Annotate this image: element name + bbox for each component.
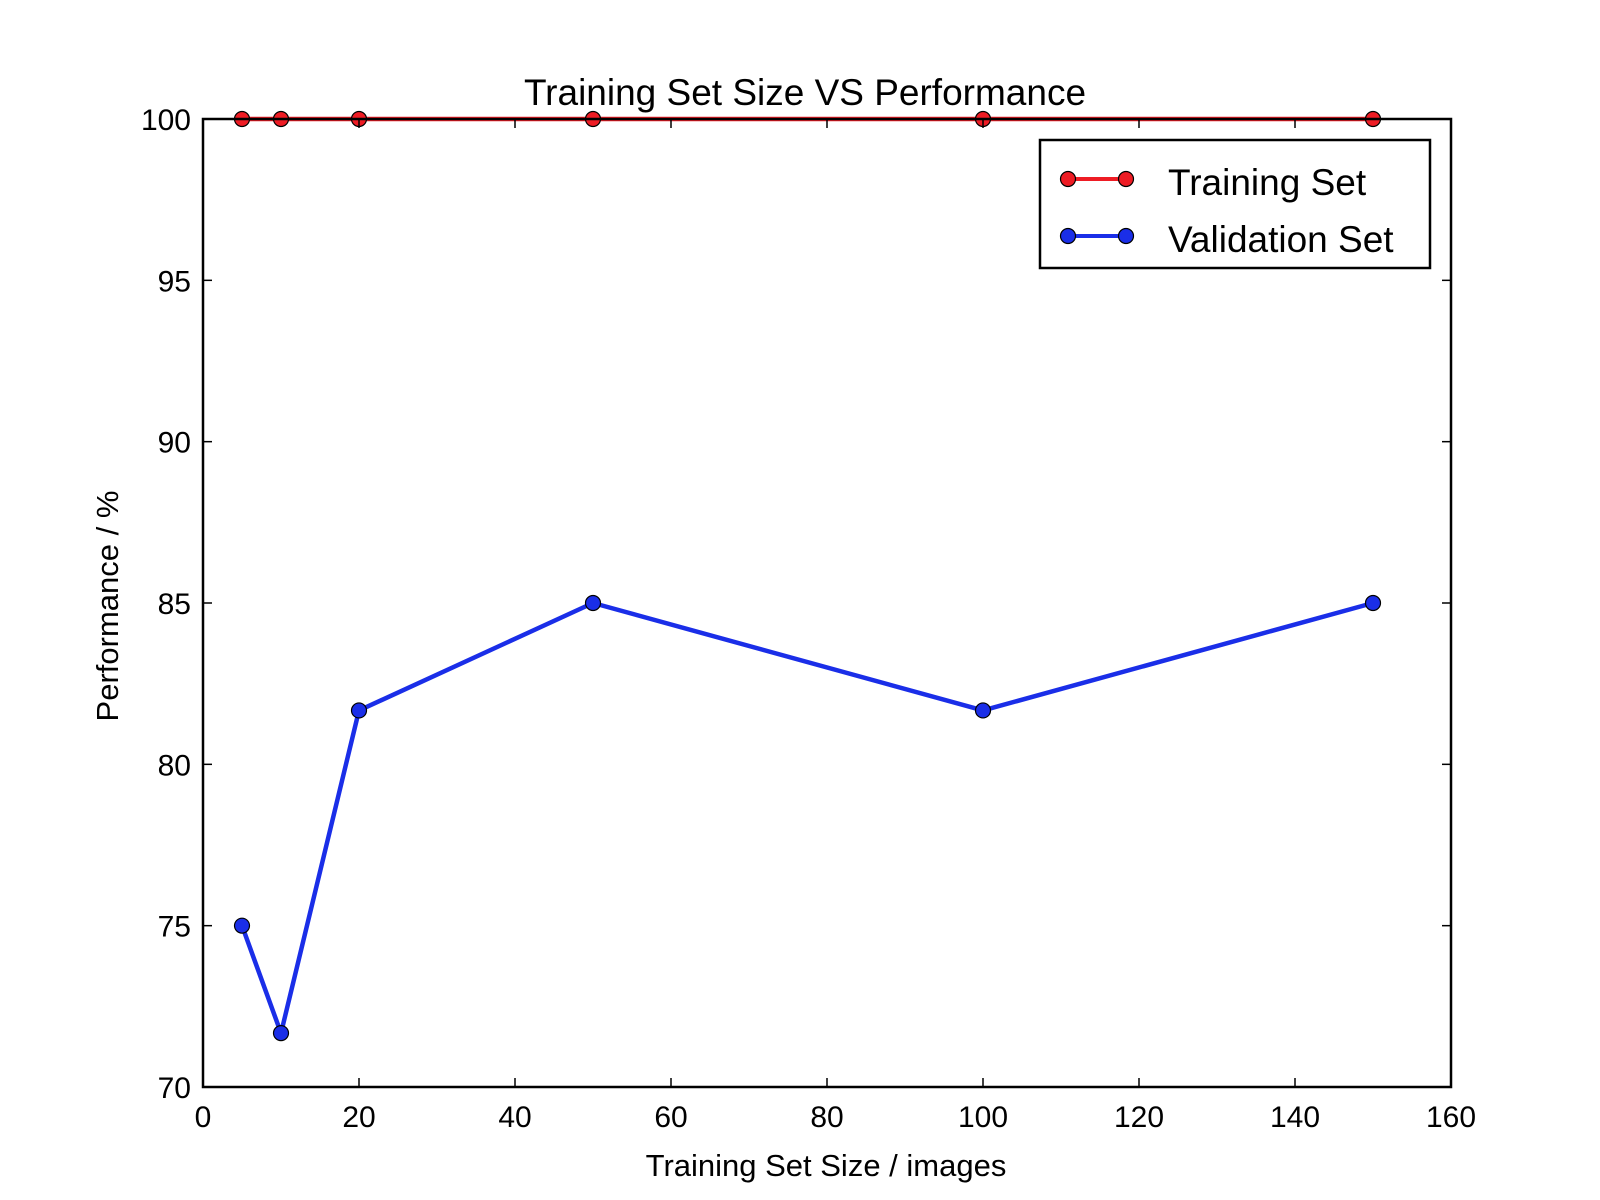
- x-tick-label: 0: [195, 1101, 212, 1134]
- x-tick-label: 100: [958, 1101, 1008, 1134]
- data-point-validation-set: [1366, 596, 1381, 611]
- x-tick-label: 40: [498, 1101, 531, 1134]
- legend: Training Set Validation Set: [1040, 140, 1430, 268]
- x-tick-label: 140: [1270, 1101, 1320, 1134]
- y-tick-label: 90: [158, 427, 191, 460]
- y-tick-label: 100: [141, 104, 191, 137]
- y-tick-label: 95: [158, 265, 191, 298]
- x-axis-label: Training Set Size / images: [646, 1148, 1007, 1183]
- y-tick-label: 70: [158, 1072, 191, 1105]
- data-point-validation-set: [235, 918, 250, 933]
- legend-marker-validation: [1061, 229, 1076, 244]
- legend-marker-training: [1119, 172, 1134, 187]
- y-axis-label: Performance / %: [90, 491, 125, 722]
- data-point-validation-set: [274, 1026, 289, 1041]
- chart-title: Training Set Size VS Performance: [524, 72, 1086, 113]
- data-point-validation-set: [976, 703, 991, 718]
- x-tick-label: 120: [1114, 1101, 1164, 1134]
- x-tick-label: 20: [342, 1101, 375, 1134]
- legend-marker-training: [1061, 172, 1076, 187]
- y-tick-label: 75: [158, 911, 191, 944]
- data-point-validation-set: [586, 596, 601, 611]
- x-tick-label: 80: [810, 1101, 843, 1134]
- y-tick-label: 85: [158, 588, 191, 621]
- legend-label-validation: Validation Set: [1168, 219, 1394, 260]
- y-tick-label: 80: [158, 749, 191, 782]
- legend-label-training: Training Set: [1168, 162, 1367, 203]
- legend-marker-validation: [1119, 229, 1134, 244]
- x-tick-label: 160: [1426, 1101, 1476, 1134]
- x-tick-label: 60: [654, 1101, 687, 1134]
- data-point-validation-set: [352, 703, 367, 718]
